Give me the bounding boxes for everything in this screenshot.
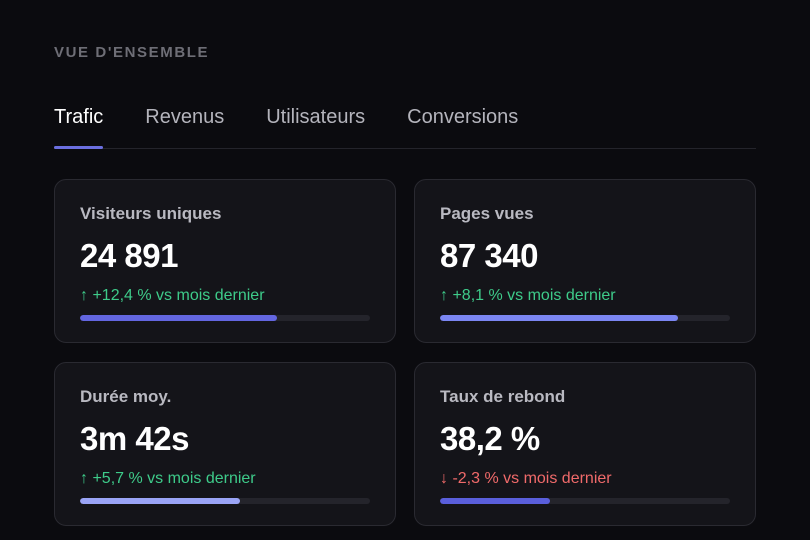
metric-card-taux-rebond: Taux de rebond 38,2 % ↓ -2,3 % vs mois d… (414, 362, 756, 526)
metric-label: Durée moy. (80, 387, 172, 406)
metric-label: Visiteurs uniques (80, 204, 222, 223)
progress-fill (80, 315, 278, 321)
metric-card-duree-moy: Durée moy. 3m 42s ↑ +5,7 % vs mois derni… (54, 362, 396, 526)
metric-label: Pages vues (440, 204, 534, 223)
metric-label: Taux de rebond (440, 387, 566, 406)
metric-value: 3m 42s (80, 420, 189, 457)
tab-utilisateurs[interactable]: Utilisateurs (266, 106, 366, 128)
progress-fill (80, 498, 240, 504)
metrics-grid: Visiteurs uniques 24 891 ↑ +12,4 % vs mo… (54, 179, 756, 526)
tab-conversions[interactable]: Conversions (407, 106, 519, 128)
metric-card-pages-vues: Pages vues 87 340 ↑ +8,1 % vs mois derni… (414, 179, 756, 343)
metric-delta: ↑ +5,7 % vs mois dernier (80, 470, 256, 487)
metric-delta: ↑ +8,1 % vs mois dernier (440, 287, 616, 304)
metric-value: 87 340 (440, 237, 538, 274)
tab-revenus[interactable]: Revenus (145, 106, 225, 128)
tab-bar: Trafic Revenus Utilisateurs Conversions (54, 104, 756, 149)
metric-value: 38,2 % (440, 420, 540, 457)
metric-delta: ↑ +12,4 % vs mois dernier (80, 287, 265, 304)
metric-value: 24 891 (80, 237, 178, 274)
metric-card-visiteurs: Visiteurs uniques 24 891 ↑ +12,4 % vs mo… (54, 179, 396, 343)
progress-track (80, 498, 370, 504)
progress-fill (440, 315, 678, 321)
progress-track (440, 315, 730, 321)
progress-track (440, 498, 730, 504)
progress-fill (440, 498, 551, 504)
tab-trafic[interactable]: Trafic (54, 104, 104, 149)
metric-delta: ↓ -2,3 % vs mois dernier (440, 470, 612, 487)
progress-track (80, 315, 370, 321)
section-title: VUE D'ENSEMBLE (54, 44, 210, 61)
